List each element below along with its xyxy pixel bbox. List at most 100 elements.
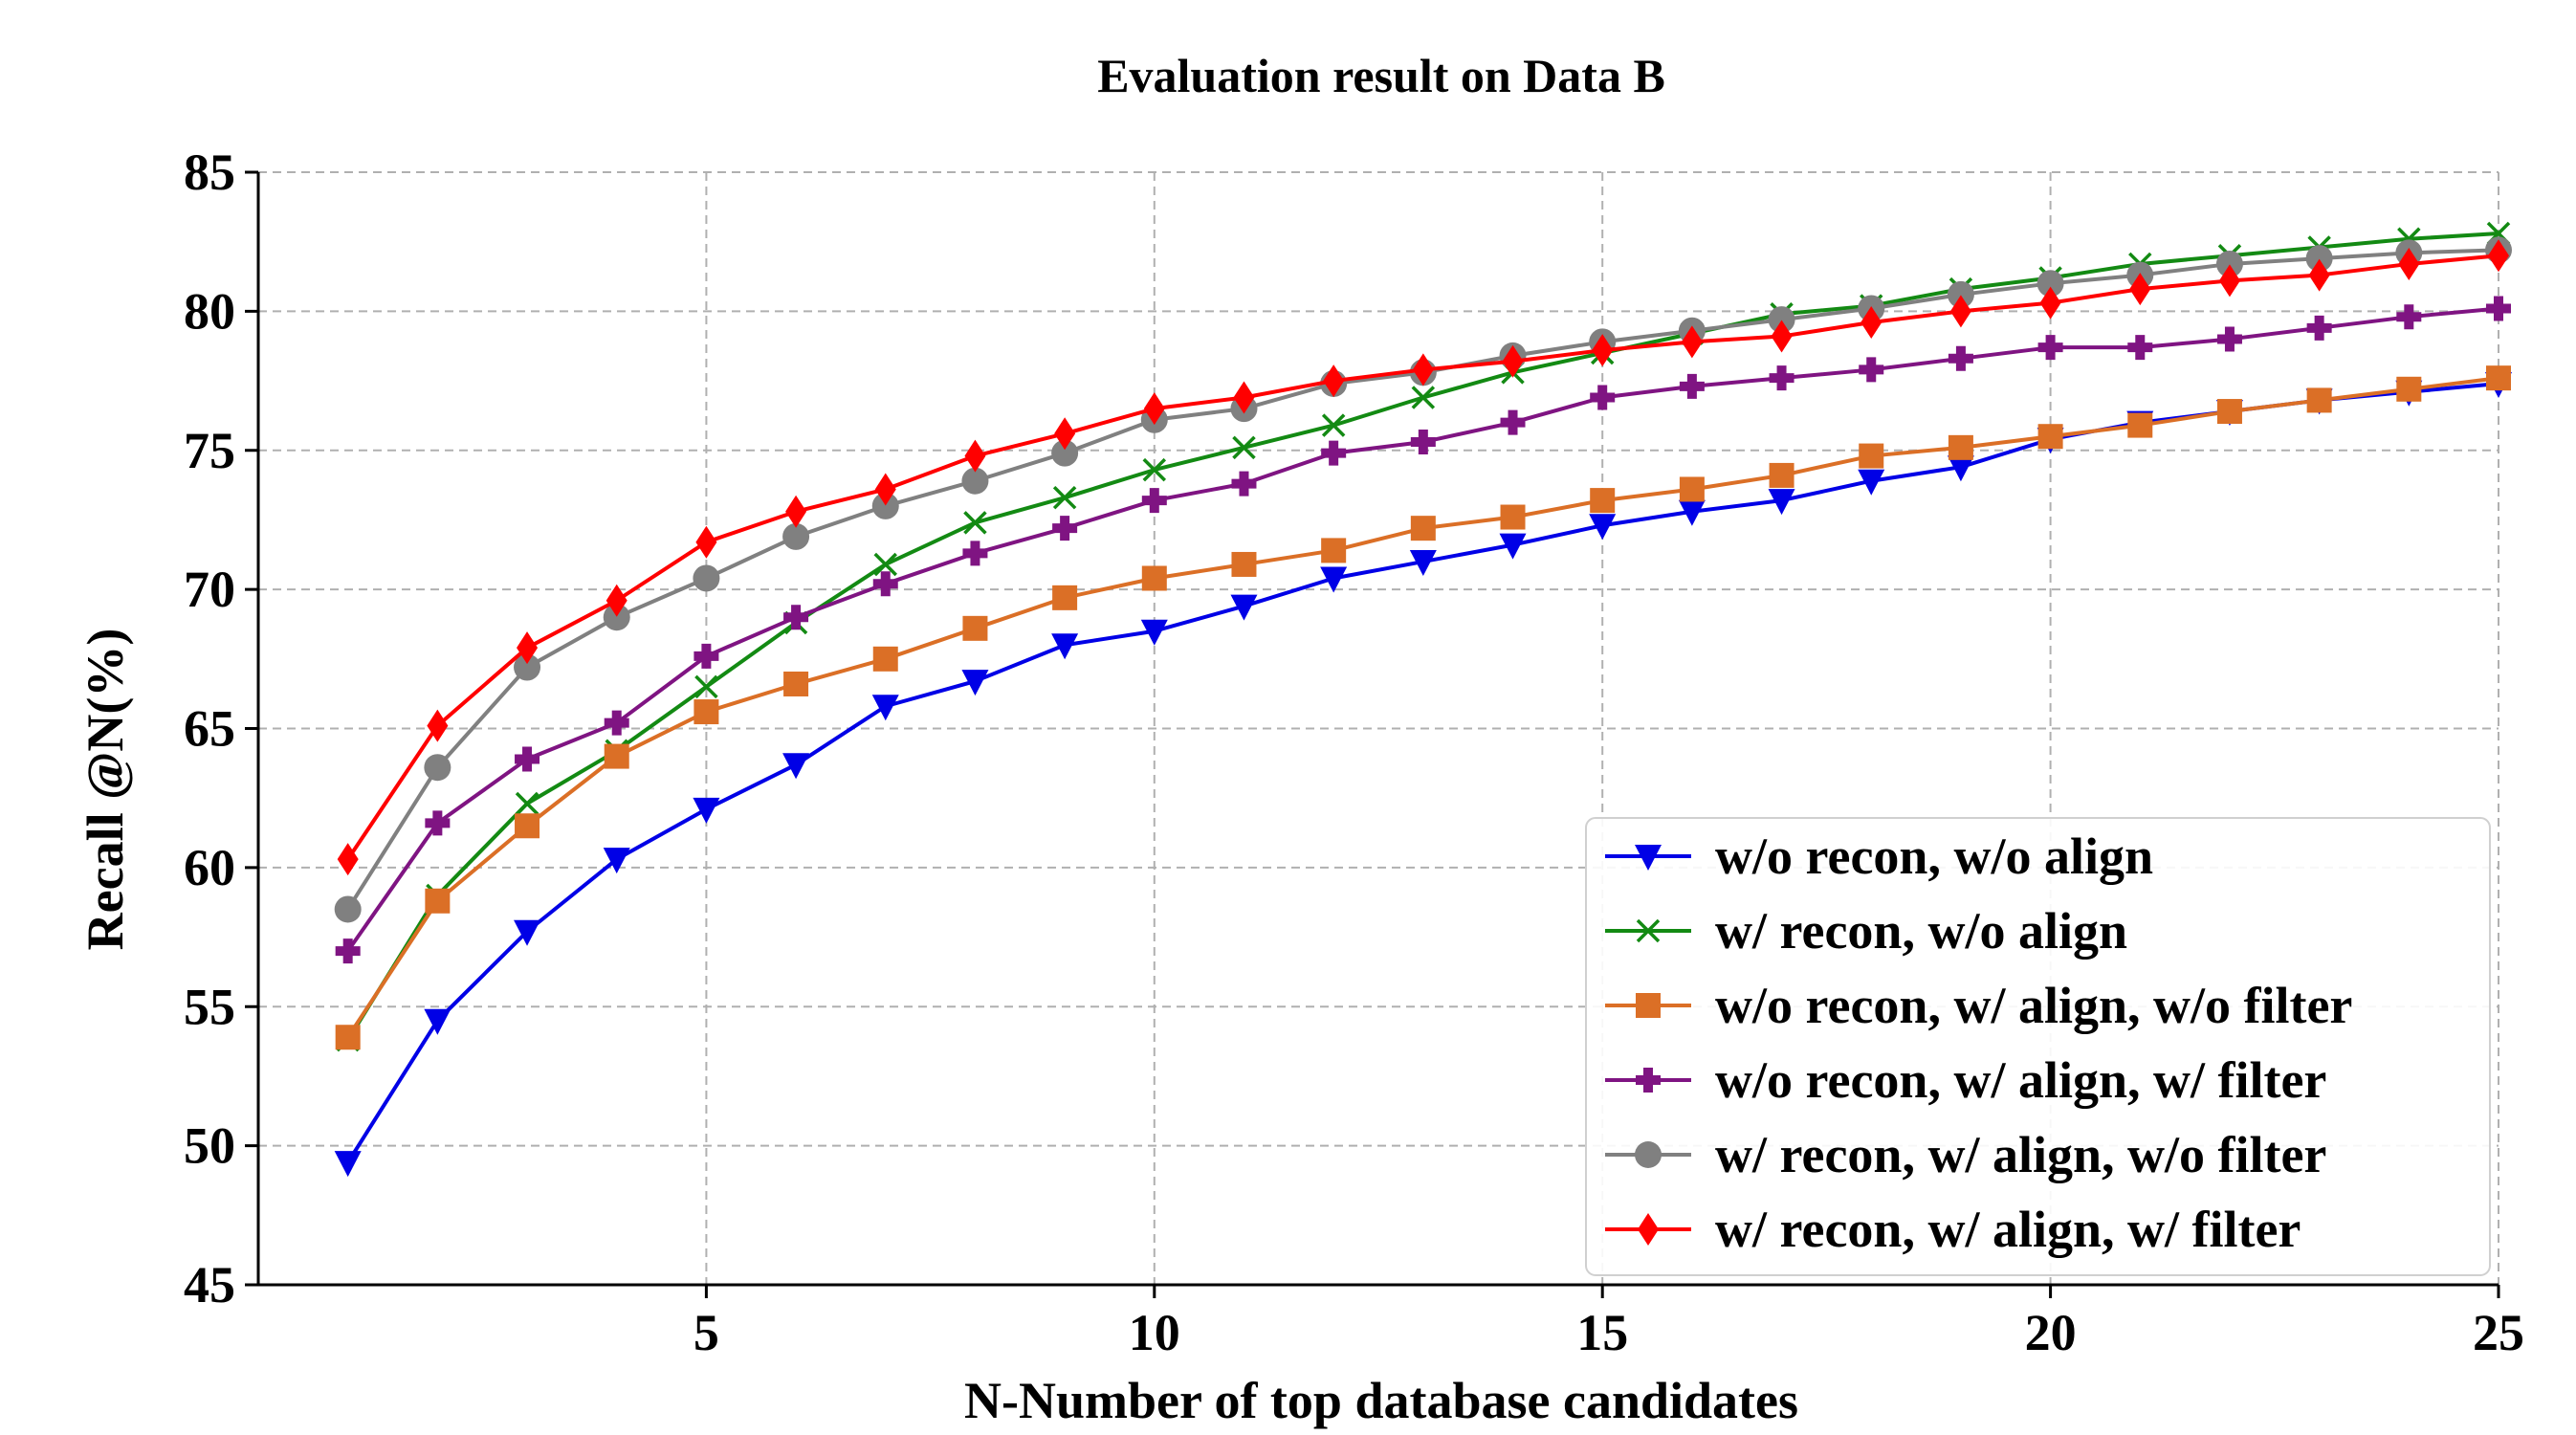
data-point: [2037, 424, 2063, 450]
data-point: [961, 670, 989, 696]
legend-box: [1585, 817, 2491, 1276]
data-point: [1592, 334, 1614, 367]
data-point: [782, 753, 810, 780]
data-point: [2308, 258, 2330, 292]
y-tick-label: 55: [184, 978, 235, 1035]
legend: w/o recon, w/o align w/ recon, w/o align w…: [1585, 817, 2491, 1276]
data-point: [2218, 264, 2240, 298]
data-point: [1140, 619, 1168, 646]
data-point: [1769, 365, 1794, 391]
x-axis-label: N-Number of top database candidates: [964, 1372, 1798, 1429]
data-point: [1141, 488, 1167, 514]
data-point: [1233, 381, 1255, 414]
data-point: [782, 522, 810, 550]
legend-marker: [1636, 993, 1661, 1018]
data-point: [785, 495, 807, 528]
data-point: [335, 938, 361, 964]
data-point: [1323, 364, 1345, 398]
data-point: [515, 791, 539, 816]
data-point: [2037, 270, 2064, 298]
data-point: [1681, 325, 1703, 359]
legend-label: w/ recon, w/ align, w/o filter: [1715, 1126, 2326, 1183]
data-point: [2305, 245, 2333, 273]
x-tick-label: 15: [1576, 1304, 1628, 1361]
data-point: [605, 584, 627, 617]
data-point: [2037, 335, 2063, 361]
data-point: [1410, 516, 1436, 541]
data-point: [694, 699, 719, 725]
data-point: [1320, 566, 1348, 593]
x-tick-label: 20: [2025, 1304, 2077, 1361]
data-point: [424, 754, 451, 782]
data-point: [1321, 413, 1346, 437]
data-point: [2129, 273, 2151, 306]
x-tick-label: 10: [1129, 1304, 1180, 1361]
data-point: [1500, 409, 1526, 435]
y-tick-label: 45: [184, 1256, 235, 1314]
data-point: [871, 492, 899, 519]
legend-label: w/o recon, w/ align, w/ filter: [1715, 1051, 2326, 1109]
data-point: [962, 541, 988, 566]
data-point: [2396, 376, 2422, 402]
data-point: [1051, 439, 1079, 467]
legend-marker: [1635, 1141, 1662, 1168]
series-3: [335, 365, 2511, 1050]
data-point: [1321, 440, 1347, 466]
data-point: [335, 1025, 361, 1050]
data-point: [874, 473, 896, 506]
y-tick-label: 70: [184, 561, 235, 618]
data-point: [872, 571, 898, 597]
data-point: [334, 895, 362, 923]
data-point: [783, 671, 809, 696]
data-point: [1858, 469, 1885, 496]
data-point: [2127, 412, 2153, 438]
data-point: [1590, 488, 1616, 514]
data-point: [2306, 315, 2332, 341]
data-point: [1771, 320, 1793, 353]
data-point: [1054, 417, 1076, 451]
data-point: [1051, 633, 1079, 660]
data-point: [1589, 514, 1617, 541]
data-point: [1769, 462, 1794, 488]
legend-label: w/ recon, w/o align: [1715, 902, 2127, 960]
axes: [245, 170, 2500, 1298]
data-point: [962, 615, 988, 641]
data-point: [424, 1008, 451, 1035]
data-point: [1321, 538, 1347, 563]
data-point: [2398, 247, 2420, 280]
data-point: [1052, 585, 1078, 610]
legend-item: w/o recon, w/ align, w/ filter: [1605, 1051, 2326, 1109]
series-6: [337, 239, 2509, 876]
data-point: [1411, 386, 1436, 409]
data-point: [1412, 353, 1434, 386]
data-point: [695, 525, 717, 559]
data-point: [604, 743, 629, 769]
data-point: [1499, 533, 1527, 560]
legend-marker: [1636, 1068, 1661, 1093]
legend-item: w/ recon, w/o align: [1605, 902, 2127, 960]
data-point: [2216, 326, 2242, 352]
data-point: [1409, 550, 1437, 577]
data-point: [1410, 430, 1436, 455]
data-point: [425, 810, 451, 836]
y-tick-label: 80: [184, 282, 235, 340]
data-point: [1500, 504, 1526, 530]
legend-item: w/ recon, w/ align, w/ filter: [1605, 1201, 2301, 1258]
legend-marker: [1636, 918, 1661, 943]
data-point: [872, 646, 898, 672]
data-point: [334, 1151, 362, 1178]
y-tick-label: 75: [184, 422, 235, 479]
data-point: [1947, 280, 1974, 308]
data-point: [1502, 344, 1524, 378]
data-point: [515, 813, 540, 839]
data-point: [1859, 443, 1884, 469]
data-point: [1231, 471, 1257, 497]
chart-title: Evaluation result on Data B: [1097, 49, 1665, 102]
data-point: [693, 564, 720, 592]
data-point: [871, 695, 899, 721]
data-point: [2127, 335, 2153, 361]
data-point: [694, 643, 719, 669]
data-point: [873, 552, 897, 577]
data-point: [1141, 565, 1167, 591]
